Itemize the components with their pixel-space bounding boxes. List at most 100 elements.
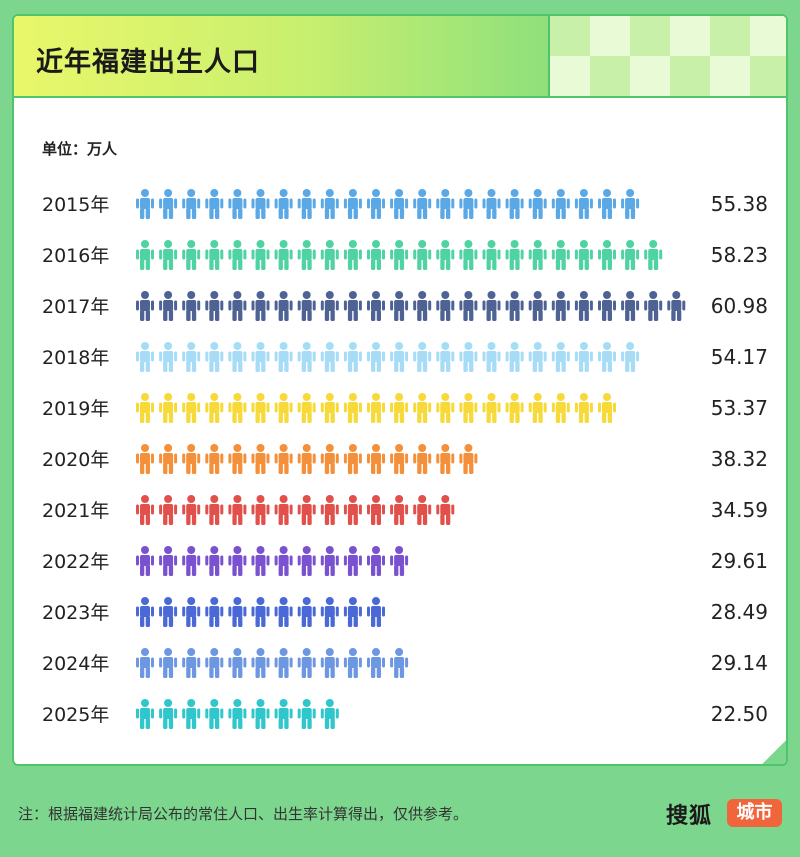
person-icon (159, 240, 178, 270)
person-icon (297, 342, 316, 372)
person-icon (598, 291, 616, 321)
person-icon (551, 240, 570, 270)
person-icon (251, 240, 270, 270)
sohu-logo-text: 搜狐 (666, 804, 713, 829)
person-icon (274, 546, 293, 576)
person-icon (436, 189, 455, 219)
person-icon (413, 240, 432, 270)
person-icon (136, 495, 154, 525)
person-icon (274, 495, 293, 525)
chart-title: 近年福建出生人口 (36, 47, 260, 78)
category-label: 2025年 (42, 704, 109, 726)
value-label: 22.50 (711, 702, 768, 726)
category-label: 2016年 (42, 245, 109, 267)
person-icon (159, 699, 178, 729)
category-label: 2021年 (42, 500, 109, 522)
person-icon (413, 189, 432, 219)
person-icon (367, 495, 385, 525)
person-icon (274, 342, 293, 372)
person-icon (436, 342, 455, 372)
person-icon (228, 597, 247, 627)
person-icon (320, 699, 339, 729)
person-icon (205, 189, 224, 219)
person-icon (343, 444, 362, 474)
person-icon (159, 648, 178, 678)
category-label: 2024年 (42, 653, 109, 675)
person-icon (413, 291, 432, 321)
person-icon (413, 393, 432, 423)
person-icon (367, 189, 385, 219)
person-icon (528, 189, 547, 219)
person-icon (551, 342, 570, 372)
person-icon (390, 240, 409, 270)
person-icon (343, 597, 362, 627)
person-icon (136, 189, 154, 219)
person-icon (459, 444, 478, 474)
person-icon (551, 393, 570, 423)
value-label: 58.23 (711, 243, 768, 267)
chart-row: 2018年 54.17 (42, 342, 768, 372)
person-icon (297, 444, 316, 474)
person-icon (390, 546, 409, 576)
person-icon (297, 648, 316, 678)
person-icon (274, 240, 293, 270)
person-icon (320, 546, 339, 576)
person-icon (182, 597, 201, 627)
person-icon (205, 546, 224, 576)
person-icon (436, 444, 455, 474)
person-icon (205, 291, 224, 321)
title-bar: 近年福建出生人口 (14, 16, 550, 98)
person-icon (274, 597, 293, 627)
city-badge: 城市 (727, 799, 782, 827)
chart-row: 2023年 28.49 (42, 597, 768, 627)
person-icon (297, 291, 316, 321)
person-icon (274, 648, 293, 678)
person-icon (390, 393, 409, 423)
person-icon (320, 648, 339, 678)
person-icon (343, 291, 362, 321)
chart-row: 2015年 55.38 (42, 189, 768, 219)
person-icon (621, 189, 640, 219)
person-icon (251, 597, 270, 627)
page-fold-decoration (760, 738, 786, 764)
person-icon (528, 342, 547, 372)
category-label: 2017年 (42, 296, 109, 318)
person-icon (367, 444, 385, 474)
person-icon (390, 444, 409, 474)
chart-row: 2022年 29.61 (42, 546, 768, 576)
person-icon (182, 648, 201, 678)
person-icon (297, 699, 316, 729)
person-icon (159, 597, 178, 627)
person-icon (505, 189, 524, 219)
person-icon (390, 342, 409, 372)
person-icon (621, 342, 640, 372)
person-icon (205, 393, 224, 423)
person-icon (528, 291, 547, 321)
chart-row: 2017年 60.98 (42, 291, 768, 321)
person-icon (598, 393, 616, 423)
person-icon (574, 291, 593, 321)
person-icon (182, 189, 201, 219)
person-icon (390, 495, 409, 525)
person-icon (182, 342, 201, 372)
person-icon (459, 189, 478, 219)
person-icon (251, 648, 270, 678)
person-icon (228, 699, 247, 729)
person-icon (367, 648, 385, 678)
person-icon (251, 699, 270, 729)
person-icon (644, 240, 663, 270)
person-icon (482, 189, 501, 219)
person-icon (320, 240, 339, 270)
person-icon (551, 291, 570, 321)
category-label: 2019年 (42, 398, 109, 420)
category-label: 2018年 (42, 347, 109, 369)
person-icon (159, 189, 178, 219)
person-icon (297, 546, 316, 576)
person-icon (159, 444, 178, 474)
person-icon (482, 291, 501, 321)
value-label: 28.49 (711, 600, 768, 624)
person-icon (367, 291, 385, 321)
person-icon (182, 546, 201, 576)
person-icon (182, 495, 201, 525)
person-icon (320, 189, 339, 219)
